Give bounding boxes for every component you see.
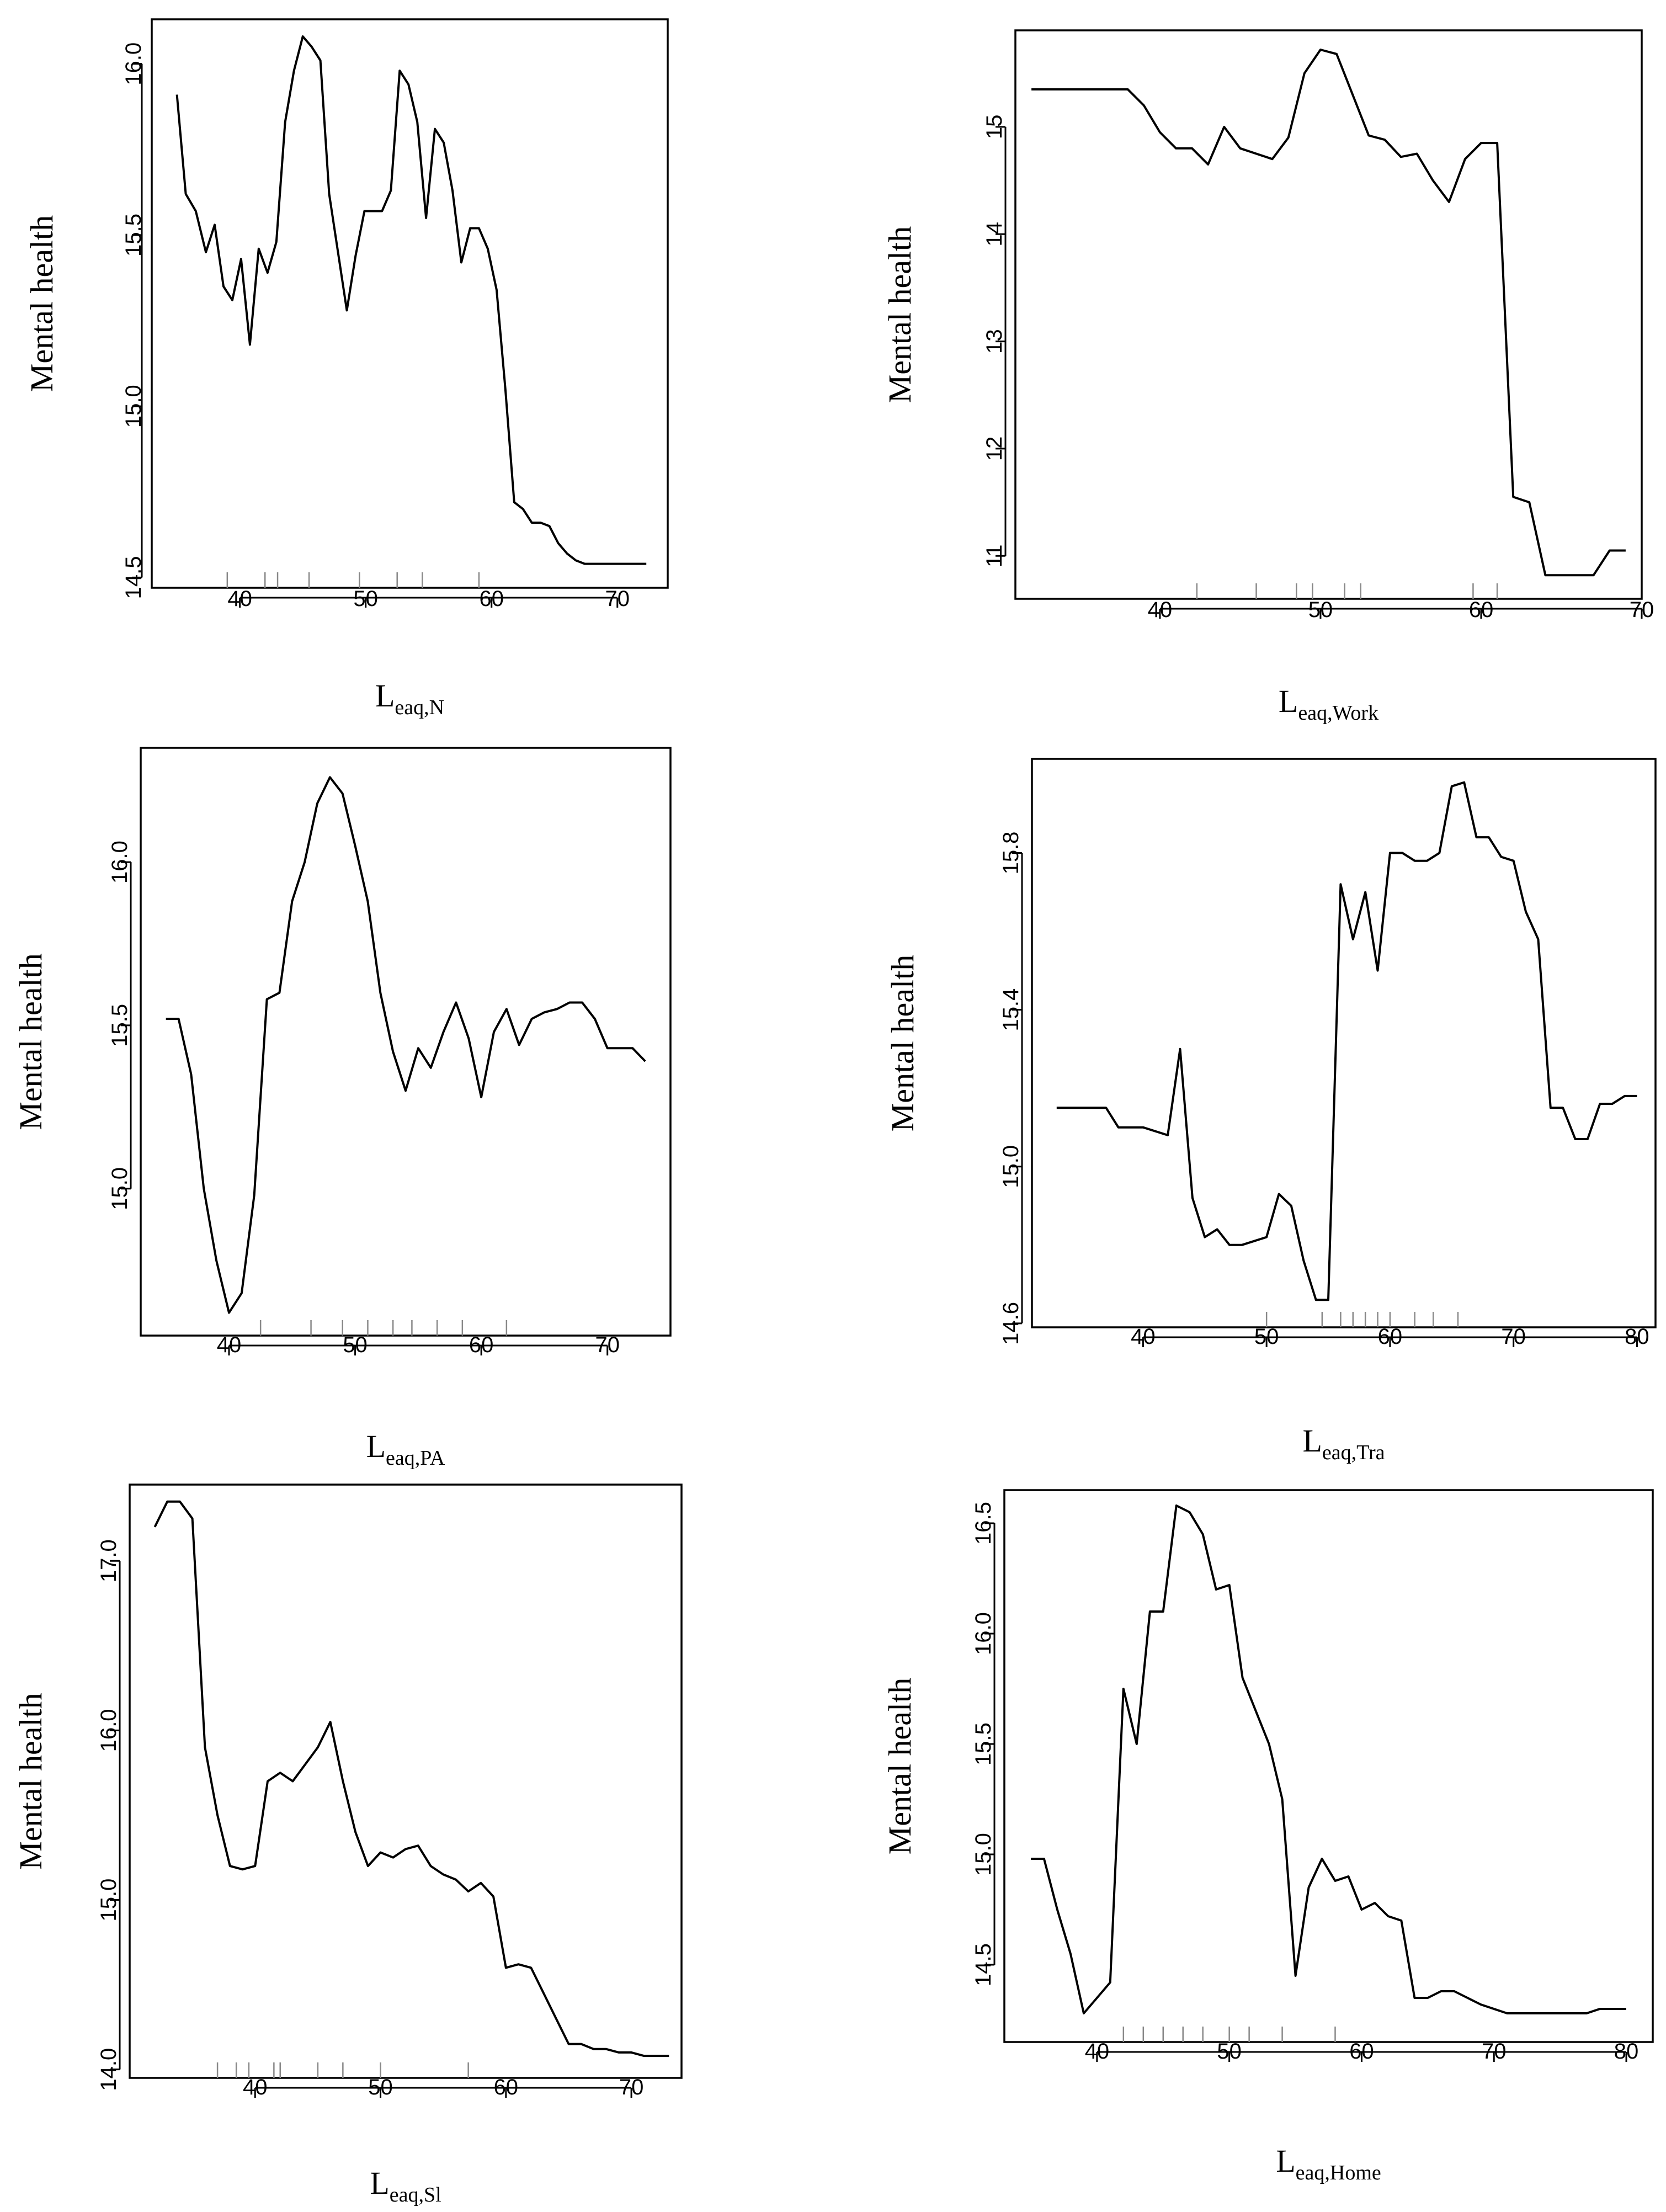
plot-frame: [1003, 1489, 1654, 2043]
x-tick-label: 40: [243, 2075, 268, 2099]
y-axis-label: Mental health: [13, 953, 49, 1130]
mental-health-series-line: [1031, 1504, 1626, 2014]
y-axis-label: Mental health: [882, 226, 918, 403]
y-tick-label: 14.0: [97, 2048, 121, 2091]
y-tick-label: 15.4: [999, 988, 1023, 1031]
x-axis-label-subscript: eaq,Home: [1296, 2161, 1381, 2184]
x-tick-label: 40: [227, 587, 252, 611]
chart-panel-2: 40 50 60 70 11 12 13 14 15 Mental health Leaq,Work: [882, 29, 1654, 725]
y-tick-label: 15.5: [971, 1722, 996, 1766]
y-tick-label: 12: [982, 437, 1007, 461]
x-axis-label-main: L: [1302, 1423, 1322, 1459]
y-tick-label: 14: [982, 222, 1007, 247]
y-tick-label: 14.6: [999, 1302, 1023, 1345]
x-axis-label-main: L: [366, 1428, 386, 1464]
x-tick-label: 60: [469, 1333, 494, 1357]
y-tick-label: 16.0: [108, 841, 132, 884]
chart-panel-6: 40 50 60 70 80 14.5 15.0 15.5 16.0 16.5 Mental hea…: [882, 1489, 1654, 2184]
y-tick-label: 15: [982, 115, 1007, 140]
y-tick-label: 15.5: [121, 214, 146, 257]
chart-panel-4: 40 50 60 70 80 14.6 15.0 15.4 15.8 Mental health L…: [885, 758, 1657, 1464]
x-tick-label: 60: [494, 2075, 519, 2099]
x-axis-label-subscript: eaq,N: [395, 696, 444, 719]
mental-health-series-line: [153, 1500, 669, 2057]
y-tick-label: 15.8: [999, 832, 1023, 875]
chart-panel-1: 40 50 60 70 14.5 15.0 15.5 16.0 Mental health Lea…: [24, 18, 669, 719]
x-axis-label-main: L: [375, 678, 395, 714]
x-tick-label: 50: [1308, 598, 1333, 622]
x-tick-label: 70: [595, 1333, 620, 1357]
plot-frame: [1014, 29, 1643, 600]
x-tick-label: 60: [479, 587, 504, 611]
x-axis-label-main: L: [1276, 2143, 1295, 2179]
x-tick-label: 40: [1131, 1325, 1156, 1349]
x-axis-label: Leaq,Home: [1276, 2143, 1381, 2184]
plot-frame: [129, 1483, 683, 2079]
x-tick-label: 80: [1625, 1325, 1649, 1349]
y-tick-label: 14.5: [121, 556, 146, 599]
chart-panel-5: 40 50 60 70 14.0 15.0 16.0 17.0 Mental health Lea…: [13, 1483, 683, 2206]
y-tick-label: 16.0: [121, 42, 146, 86]
mental-health-series-line: [1056, 781, 1637, 1301]
x-tick-label: 40: [217, 1333, 242, 1357]
x-axis-label-main: L: [1279, 683, 1298, 719]
y-tick-label: 17.0: [97, 1539, 121, 1582]
y-tick-label: 15.0: [121, 385, 146, 428]
y-tick-label: 15.5: [108, 1004, 132, 1047]
y-axis-label: Mental health: [13, 1693, 49, 1870]
y-tick-label: 15.0: [999, 1145, 1023, 1188]
x-tick-label: 50: [1217, 2039, 1242, 2064]
x-axis-label: Leaq,Work: [1279, 683, 1378, 725]
x-axis-label-main: L: [370, 2165, 389, 2201]
y-axis-label: Mental health: [24, 215, 60, 392]
x-axis-label: Leaq,N: [375, 678, 444, 719]
x-axis-label-subscript: eaq,Tra: [1322, 1441, 1385, 1464]
y-tick-label: 15.0: [97, 1879, 121, 1922]
y-tick-label: 11: [982, 544, 1007, 567]
x-tick-label: 60: [1349, 2039, 1374, 2064]
x-axis-label: Leaq,PA: [366, 1428, 445, 1470]
x-tick-label: 50: [353, 587, 378, 611]
y-axis-label: Mental health: [885, 955, 920, 1132]
x-tick-label: 50: [343, 1333, 368, 1357]
mental-health-series-line: [175, 35, 647, 565]
x-axis-label-subscript: eaq,Work: [1298, 701, 1378, 725]
mental-health-series-line: [1031, 49, 1626, 577]
y-tick-label: 16.5: [971, 1502, 996, 1545]
y-tick-label: 16.0: [971, 1612, 996, 1655]
y-tick-label: 13: [982, 329, 1007, 354]
x-tick-label: 40: [1148, 598, 1173, 622]
y-tick-label: 15.0: [971, 1833, 996, 1876]
plot-frame: [140, 747, 672, 1337]
y-tick-label: 15.0: [108, 1167, 132, 1210]
chart-panel-3: 40 50 60 70 15.0 15.5 16.0 Mental health Leaq,PA: [13, 747, 672, 1470]
plot-frame: [1031, 758, 1657, 1328]
x-tick-label: 80: [1614, 2039, 1639, 2064]
x-tick-label: 70: [619, 2075, 644, 2099]
x-axis-label: Leaq,Sl: [370, 2165, 441, 2206]
x-tick-label: 60: [1469, 598, 1494, 622]
x-tick-label: 70: [1630, 598, 1654, 622]
x-tick-label: 60: [1378, 1325, 1403, 1349]
x-tick-label: 50: [1254, 1325, 1279, 1349]
x-axis-label: Leaq,Tra: [1302, 1423, 1385, 1464]
x-tick-label: 70: [605, 587, 630, 611]
x-tick-label: 50: [368, 2075, 393, 2099]
x-axis-label-subscript: eaq,PA: [386, 1447, 445, 1470]
plot-frame: [151, 18, 669, 589]
x-tick-label: 70: [1501, 1325, 1526, 1349]
y-axis-label: Mental health: [882, 1678, 918, 1855]
x-tick-label: 40: [1085, 2039, 1110, 2064]
x-axis-label-subscript: eaq,Sl: [390, 2183, 441, 2206]
x-tick-label: 70: [1482, 2039, 1507, 2064]
y-tick-label: 14.5: [971, 1943, 996, 1986]
mental-health-series-line: [166, 776, 646, 1314]
y-tick-label: 16.0: [97, 1709, 121, 1752]
